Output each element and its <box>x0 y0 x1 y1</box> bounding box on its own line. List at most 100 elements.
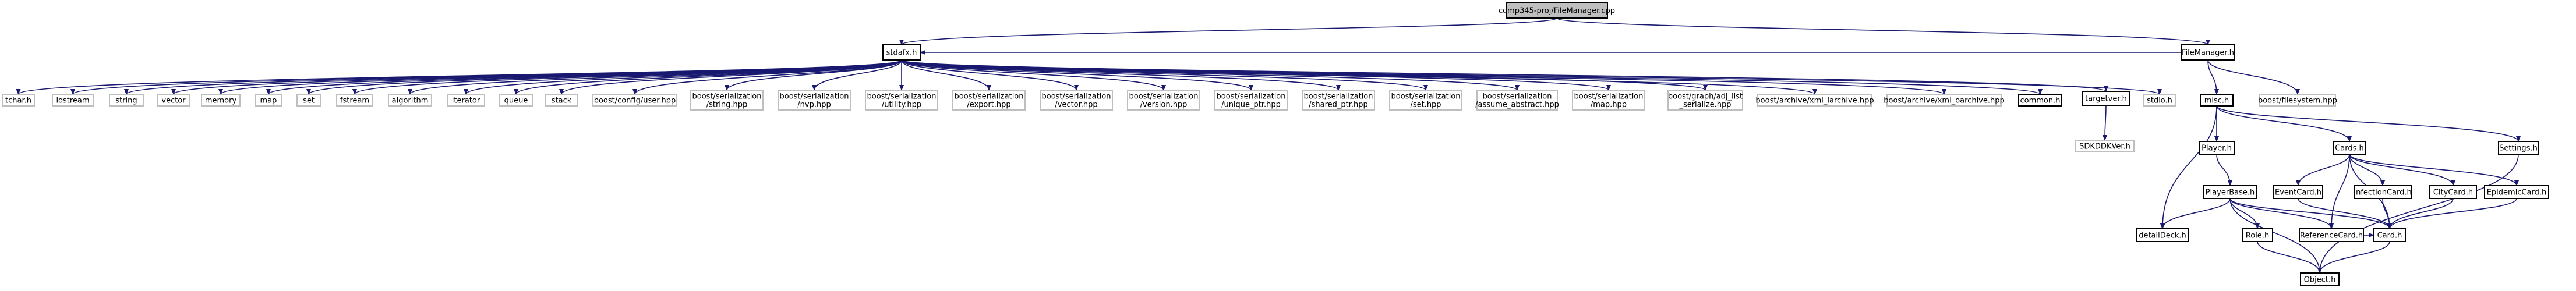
node-stdafx[interactable]: stdafx.h <box>882 44 921 61</box>
node-settings[interactable]: Settings.h <box>2498 141 2539 155</box>
node-label: boost/serialization <box>867 93 936 101</box>
edge-line <box>2387 198 2454 229</box>
node-sdkddkver: SDKDDKVer.h <box>2075 140 2135 152</box>
edge-stdafx-to-stdio <box>901 59 2162 95</box>
node-label: Object.h <box>2304 276 2336 285</box>
edge-line <box>1556 17 2210 45</box>
node-common[interactable]: common.h <box>2018 94 2062 107</box>
node-label: set <box>303 97 315 105</box>
edge-line <box>2257 241 2322 274</box>
node-card[interactable]: Card.h <box>2373 228 2406 242</box>
node-misc[interactable]: misc.h <box>2200 94 2234 107</box>
edge-root-to-filemanager <box>1556 17 2210 45</box>
node-b-ser-utility: boost/serialization/utility.hpp <box>865 90 938 111</box>
node-label: boost/serialization <box>1391 93 1460 101</box>
edge-line <box>2229 198 2392 229</box>
node-label: common.h <box>2020 97 2061 105</box>
node-label: EpidemicCard.h <box>2487 189 2547 197</box>
node-box <box>1886 94 2002 107</box>
node-epidemiccard[interactable]: EpidemicCard.h <box>2484 185 2549 199</box>
node-b-ser-set: boost/serialization/set.hpp <box>1389 90 1462 111</box>
node-label: EventCard.h <box>2275 189 2321 197</box>
node-targetver[interactable]: targetver.h <box>2082 91 2130 106</box>
node-label: boost/serialization <box>954 93 1023 101</box>
node-label: boost/graph/adj_list <box>1668 93 1743 101</box>
node-object[interactable]: Object.h <box>2300 272 2340 286</box>
node-label: Role.h <box>2246 232 2269 240</box>
node-cards[interactable]: Cards.h <box>2333 141 2366 155</box>
edge-filemanager-to-misc <box>2207 59 2219 95</box>
node-root[interactable]: comp345-proj/FileManager.cpp <box>1499 2 1615 19</box>
node-box <box>388 94 432 107</box>
node-label: stdio.h <box>2147 97 2172 105</box>
edge-line <box>901 59 2162 95</box>
edge-filemanager-to-b-filesystem <box>2207 59 2300 95</box>
node-label: comp345-proj/FileManager.cpp <box>1499 7 1615 16</box>
edge-cards-to-citycard <box>2349 154 2455 186</box>
edge-line <box>2382 198 2392 229</box>
node-box <box>447 94 485 107</box>
node-box <box>296 94 321 107</box>
node-playerbase[interactable]: PlayerBase.h <box>2203 185 2257 199</box>
node-label: _serialize.hpp <box>1679 101 1731 109</box>
node-box <box>2373 228 2406 242</box>
edge-stdafx-to-b-ser-vector <box>901 59 1079 91</box>
edge-line <box>812 59 902 91</box>
node-box <box>201 94 241 107</box>
edge-line <box>901 59 991 91</box>
node-box <box>2354 185 2412 199</box>
node-box <box>2333 141 2366 155</box>
node-infectioncard[interactable]: InfectionCard.h <box>2354 185 2412 199</box>
node-label: stdafx.h <box>886 49 917 58</box>
edge-stdafx-to-b-ser-shared <box>901 59 1341 91</box>
node-role[interactable]: Role.h <box>2242 228 2273 242</box>
edge-playerbase-to-object <box>2229 198 2322 274</box>
node-b-ser-nvp: boost/serialization/nvp.hpp <box>778 90 851 111</box>
node-label: fstream <box>340 97 369 105</box>
edge-line <box>2216 154 2232 186</box>
edge-line <box>901 59 1341 91</box>
edge-line <box>2160 198 2231 229</box>
edge-eventcard-to-card <box>2298 198 2392 229</box>
node-label: iterator <box>452 97 480 105</box>
node-box <box>1476 90 1558 111</box>
node-box <box>1572 90 1645 111</box>
node-label: misc.h <box>2204 97 2229 105</box>
node-iterator: iterator <box>447 94 485 107</box>
node-referencecard[interactable]: ReferenceCard.h <box>2299 228 2364 242</box>
node-discard[interactable]: detailDeck.h <box>2136 228 2189 242</box>
edge-line <box>901 59 1253 91</box>
node-filemanager[interactable]: FileManager.h <box>2181 44 2235 61</box>
node-label: boost/archive/xml_iarchive.hpp <box>1755 97 1874 105</box>
node-label: algorithm <box>392 97 429 105</box>
edge-line <box>2317 241 2390 274</box>
node-b-ser-export: boost/serialization/export.hpp <box>952 90 1026 111</box>
node-box <box>2 94 35 107</box>
node-box <box>109 94 144 107</box>
edge-role-to-object <box>2257 241 2322 274</box>
node-label: detailDeck.h <box>2139 232 2186 240</box>
node-citycard[interactable]: CityCard.h <box>2429 185 2477 199</box>
node-label: /utility.hpp <box>882 101 921 109</box>
node-box <box>1506 2 1608 19</box>
node-b-ser-assume: boost/serialization/assume_abstract.hpp <box>1475 90 1559 111</box>
edge-line <box>2103 105 2108 141</box>
node-player[interactable]: Player.h <box>2199 141 2235 155</box>
edge-playerbase-to-referencecard <box>2229 198 2334 229</box>
edge-line <box>899 17 1557 45</box>
node-label: InfectionCard.h <box>2354 189 2411 197</box>
node-queue: queue <box>499 94 533 107</box>
edge-cards-to-epidemiccard <box>2349 154 2519 186</box>
edge-line <box>901 59 1166 91</box>
edge-line <box>2298 198 2392 229</box>
node-label: SDKDDKVer.h <box>2079 143 2130 151</box>
node-box <box>778 90 851 111</box>
node-label: boost/serialization <box>1129 93 1198 101</box>
node-eventcard[interactable]: EventCard.h <box>2273 185 2323 199</box>
edge-playerbase-to-discard <box>2160 198 2231 229</box>
edge-stdafx-to-b-ser-nvp <box>812 59 902 91</box>
edge-line <box>725 59 902 91</box>
edge-stdafx-to-b-ser-version <box>901 59 1166 91</box>
node-box <box>865 90 938 111</box>
